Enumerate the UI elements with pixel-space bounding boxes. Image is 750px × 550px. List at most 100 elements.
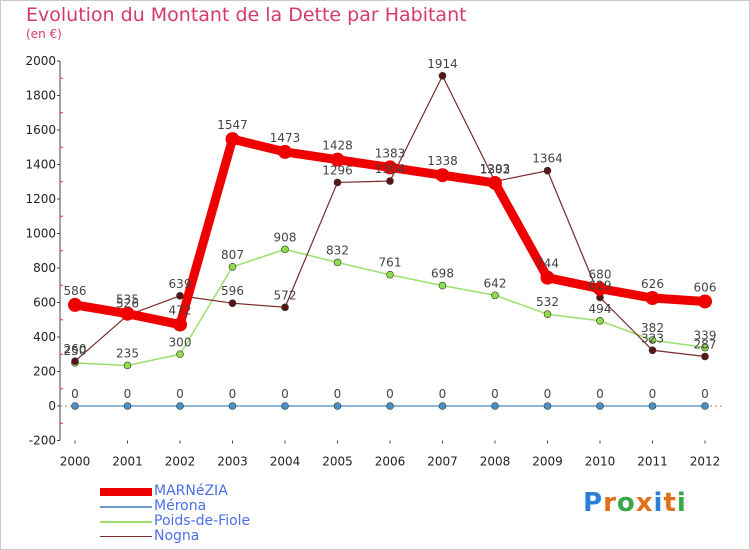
- y-tick-label: 0: [48, 399, 56, 413]
- data-label-nogna: 596: [221, 284, 244, 298]
- x-tick-label: 2000: [60, 455, 91, 469]
- data-point-marn-zia: [120, 306, 135, 321]
- legend-swatch: [100, 535, 152, 538]
- legend-swatch: [100, 487, 152, 496]
- data-label-marn-zia: 1473: [270, 131, 301, 145]
- legend-label: Poids-de-Fiole: [154, 513, 251, 529]
- data-label-marn-zia: 535: [116, 293, 139, 307]
- data-label-m-rona: 0: [701, 387, 709, 401]
- x-tick-label: 2008: [480, 455, 511, 469]
- data-point-nogna: [543, 166, 552, 175]
- data-point-m-rona: [543, 402, 552, 410]
- data-label-m-rona: 0: [596, 387, 604, 401]
- x-tick-label: 2002: [165, 455, 196, 469]
- data-point-poids-de-fiole: [386, 270, 394, 279]
- data-point-poids-de-fiole: [543, 310, 552, 319]
- x-tick-label: 2006: [375, 455, 406, 469]
- data-label-m-rona: 0: [124, 387, 132, 401]
- x-tick-label: 2003: [217, 455, 248, 469]
- y-tick-label: 1600: [25, 123, 56, 137]
- data-point-poids-de-fiole: [123, 361, 132, 370]
- data-point-nogna: [71, 357, 79, 365]
- data-label-nogna: 572: [274, 288, 297, 302]
- legend-item: Poids-de-Fiole: [100, 514, 250, 529]
- data-label-nogna: 1914: [427, 57, 458, 71]
- data-label-poids-de-fiole: 494: [589, 302, 612, 316]
- data-point-marn-zia: [173, 317, 187, 332]
- y-tick-label: 800: [33, 261, 56, 275]
- data-point-m-rona: [386, 402, 394, 410]
- data-point-marn-zia: [698, 294, 712, 309]
- proxiti-logo: Proxiti: [583, 488, 687, 518]
- legend-item: MARNéZIA: [100, 484, 250, 499]
- chart-legend: MARNéZIA Mérona Poids-de-Fiole Nogna: [100, 484, 250, 544]
- data-label-marn-zia: 586: [64, 284, 87, 298]
- data-label-poids-de-fiole: 908: [274, 230, 297, 244]
- y-tick-label: 200: [33, 365, 56, 379]
- data-label-m-rona: 0: [229, 387, 237, 401]
- data-point-poids-de-fiole: [281, 245, 289, 254]
- data-label-marn-zia: 1547: [217, 118, 248, 132]
- data-point-m-rona: [281, 402, 289, 410]
- data-label-poids-de-fiole: 382: [641, 321, 664, 335]
- data-label-poids-de-fiole: 761: [379, 256, 402, 270]
- data-point-m-rona: [491, 402, 499, 410]
- data-label-m-rona: 0: [649, 387, 657, 401]
- data-point-marn-zia: [68, 297, 82, 312]
- data-point-poids-de-fiole: [176, 350, 184, 359]
- data-label-marn-zia: 626: [641, 277, 664, 291]
- data-label-marn-zia: 1293: [480, 162, 511, 176]
- chart-subtitle: (en €): [26, 27, 62, 41]
- x-tick-label: 2001: [112, 455, 143, 469]
- data-label-poids-de-fiole: 642: [484, 276, 507, 290]
- data-label-nogna: 526: [116, 296, 139, 310]
- data-point-m-rona: [596, 402, 604, 410]
- data-point-nogna: [333, 178, 342, 187]
- data-point-poids-de-fiole: [648, 336, 657, 344]
- data-point-nogna: [176, 291, 184, 300]
- x-tick-label: 2005: [322, 455, 353, 469]
- legend-item: Nogna: [100, 529, 250, 544]
- x-tick-label: 2007: [427, 455, 458, 469]
- y-tick-label: 1200: [25, 192, 56, 206]
- data-label-marn-zia: 680: [589, 268, 612, 282]
- data-label-m-rona: 0: [176, 387, 184, 401]
- data-label-marn-zia: 606: [694, 280, 717, 294]
- data-point-nogna: [438, 72, 447, 80]
- data-point-m-rona: [71, 402, 79, 410]
- data-label-nogna: 629: [589, 278, 612, 292]
- data-label-poids-de-fiole: 300: [169, 335, 192, 349]
- data-label-marn-zia: 744: [536, 257, 559, 271]
- data-point-poids-de-fiole: [596, 316, 604, 325]
- data-point-m-rona: [123, 402, 132, 410]
- data-label-poids-de-fiole: 339: [694, 329, 717, 343]
- x-tick-label: 2011: [637, 455, 668, 469]
- data-point-m-rona: [438, 402, 447, 410]
- data-label-marn-zia: 1338: [427, 154, 458, 168]
- data-point-marn-zia: [383, 160, 397, 175]
- legend-label: Mérona: [154, 498, 207, 514]
- data-point-m-rona: [228, 402, 237, 410]
- data-label-m-rona: 0: [281, 387, 289, 401]
- data-point-poids-de-fiole: [438, 281, 447, 290]
- data-point-nogna: [281, 303, 289, 312]
- data-point-poids-de-fiole: [228, 262, 237, 271]
- data-point-poids-de-fiole: [491, 291, 499, 300]
- data-point-m-rona: [648, 402, 657, 410]
- data-label-marn-zia: 1383: [375, 146, 406, 160]
- data-label-poids-de-fiole: 832: [326, 243, 349, 257]
- data-label-nogna: 287: [694, 337, 717, 351]
- legend-label: Nogna: [154, 528, 200, 544]
- data-label-nogna: 1304: [375, 162, 406, 176]
- data-label-nogna: 1296: [322, 163, 353, 177]
- y-tick-label: 600: [33, 296, 56, 310]
- data-point-nogna: [386, 177, 394, 185]
- data-point-poids-de-fiole: [701, 343, 709, 352]
- legend-swatch: [100, 505, 152, 508]
- data-label-m-rona: 0: [544, 387, 552, 401]
- data-label-nogna: 1364: [532, 152, 563, 166]
- data-point-nogna: [648, 346, 657, 355]
- data-label-m-rona: 0: [439, 387, 447, 401]
